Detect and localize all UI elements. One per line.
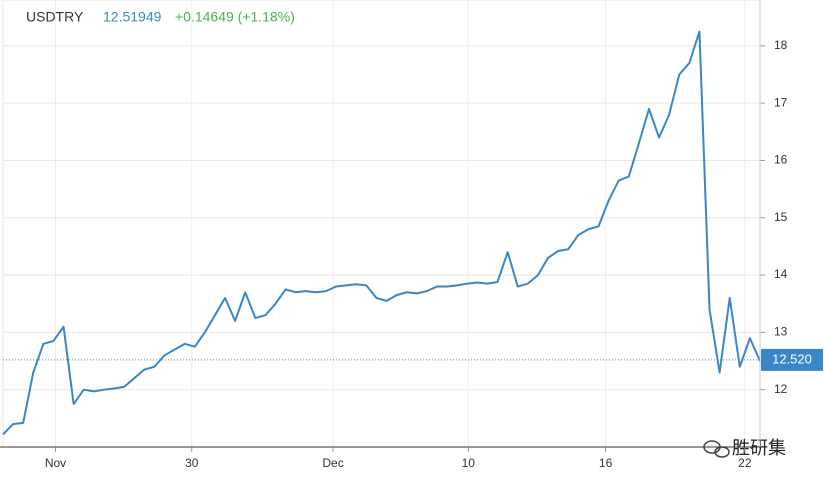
y-tick-label: 18 [774, 38, 788, 52]
x-tick-label: 22 [738, 456, 752, 470]
x-tick-label: 30 [185, 456, 199, 470]
y-tick-label: 12 [774, 382, 788, 396]
y-tick-label: 17 [774, 95, 788, 109]
last-value-label: 12.520 [772, 351, 812, 366]
watermark-icon [703, 440, 730, 458]
watermark: 胜研集 [732, 438, 786, 458]
x-tick-label: 16 [599, 456, 613, 470]
symbol: USDTRY [26, 9, 84, 25]
x-tick-label: Nov [45, 456, 66, 470]
last-value-box [761, 348, 823, 371]
plot-frame [2, 0, 761, 448]
change: +0.14649 (+1.18%) [175, 9, 295, 25]
x-tick-label: 10 [462, 456, 476, 470]
y-tick-label: 14 [774, 267, 788, 281]
y-tick-label: 15 [774, 210, 788, 224]
y-tick-label: 13 [774, 325, 788, 339]
x-tick-label: Dec [322, 456, 343, 470]
y-tick-label: 16 [774, 153, 788, 167]
price-line [2, 30, 761, 436]
price: 12.51949 [103, 9, 162, 25]
